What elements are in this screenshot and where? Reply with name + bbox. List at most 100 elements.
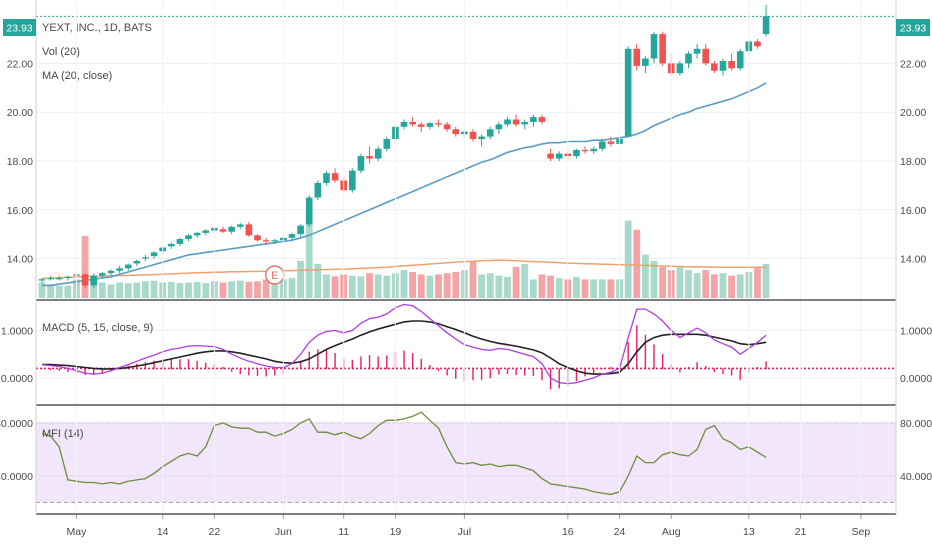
candle xyxy=(357,153,365,174)
volume-bar xyxy=(271,280,279,298)
candle xyxy=(452,126,460,137)
candle xyxy=(495,121,503,135)
candle-body xyxy=(236,224,244,227)
volume-bar xyxy=(409,271,417,298)
svg-text:23.93: 23.93 xyxy=(6,23,32,35)
volume-bar xyxy=(142,281,149,298)
candle xyxy=(55,275,63,281)
moving-average-line xyxy=(42,82,767,287)
candle-body xyxy=(357,156,365,171)
candle xyxy=(659,31,666,66)
candle-body xyxy=(754,41,761,47)
candle-body xyxy=(176,239,184,244)
candle-body xyxy=(99,273,106,276)
volume-bar xyxy=(693,273,701,298)
volume-bar xyxy=(150,280,158,298)
price-y-axis: 14.00 14.00 16.00 16.00 18.00 18.00 20.00 20.00… xyxy=(7,58,927,265)
macd-grid xyxy=(36,329,896,379)
volume-bar xyxy=(374,274,382,298)
volume-bar xyxy=(435,274,442,298)
candle-body xyxy=(150,252,158,257)
candle-body xyxy=(607,141,615,144)
volume-bar xyxy=(305,220,313,298)
candle xyxy=(47,275,54,281)
candle xyxy=(400,119,408,130)
x-tick-label: Jun xyxy=(275,526,292,538)
volume-bar xyxy=(581,279,589,298)
volume-bar xyxy=(98,282,106,298)
volume-bar xyxy=(81,236,89,298)
chart-title: YEXT, INC., 1D, BATS xyxy=(42,22,152,34)
x-tick-label: 24 xyxy=(614,526,626,538)
volume-bar xyxy=(633,229,641,298)
mfi-tick-label-right: 80.0000 xyxy=(900,418,932,430)
candle xyxy=(107,269,115,276)
event-marker[interactable]: E xyxy=(265,265,285,285)
candle-body xyxy=(262,240,270,242)
volume-bar xyxy=(685,270,692,298)
candle xyxy=(193,231,201,238)
candle-body xyxy=(107,270,115,274)
candle xyxy=(271,239,279,244)
candle xyxy=(702,43,710,66)
candle-body xyxy=(323,173,330,183)
candle xyxy=(478,134,485,147)
volume-bar xyxy=(417,274,425,298)
candle-body xyxy=(366,156,373,159)
candle-body xyxy=(452,129,460,135)
candle-body xyxy=(202,230,210,233)
price-tick-label-right: 18.00 xyxy=(900,156,926,168)
candle-body xyxy=(504,119,511,125)
volume-bar xyxy=(555,278,563,298)
candle-body xyxy=(245,224,253,236)
volume-bar xyxy=(288,278,296,298)
candle xyxy=(547,148,554,161)
candle-body xyxy=(55,278,63,280)
price-tick-label-left: 14.00 xyxy=(7,254,33,266)
price-tick-label-left: 20.00 xyxy=(7,107,33,119)
price-tick-label-left: 16.00 xyxy=(7,205,33,217)
mfi-tick-label-left: 80.0000 xyxy=(0,418,33,430)
volume-bar xyxy=(55,285,63,298)
candle xyxy=(504,117,511,127)
volume-bar xyxy=(219,282,227,298)
x-tick-label: 19 xyxy=(390,526,402,538)
panel-frame xyxy=(35,0,897,515)
mfi-y-axis: 40.0000 40.0000 80.0000 80.0000 xyxy=(0,418,932,483)
volume-bar xyxy=(736,274,744,298)
x-tick-label: 13 xyxy=(743,526,755,538)
candle xyxy=(728,53,735,71)
earnings-marker-label: E xyxy=(271,270,278,282)
candle-body xyxy=(435,123,442,125)
candle xyxy=(581,146,589,154)
candle-body xyxy=(495,124,503,130)
candle xyxy=(366,146,373,164)
volume-bar xyxy=(297,260,304,298)
volume-bar xyxy=(762,263,770,298)
candle xyxy=(521,119,529,130)
volume-bar xyxy=(176,283,184,298)
price-tick-label-left: 18.00 xyxy=(7,156,33,168)
volume-bar xyxy=(47,284,55,298)
candle xyxy=(590,146,597,154)
candle-body xyxy=(228,226,235,232)
candle-body xyxy=(168,243,175,247)
candle-body xyxy=(271,240,279,242)
candle-body xyxy=(685,53,692,64)
candle-body xyxy=(193,232,201,236)
macd-panel: 0.0000 0.0000 1.0000 1.0000 MACD (5, 15, cl… xyxy=(1,303,932,390)
candle-body xyxy=(469,131,477,140)
candle-body xyxy=(521,121,529,125)
candle-body xyxy=(624,48,632,137)
volume-bar xyxy=(443,273,451,298)
volume-bar xyxy=(357,276,365,298)
candle xyxy=(133,259,141,266)
candle xyxy=(650,31,658,64)
candle-body xyxy=(530,117,537,122)
candle xyxy=(176,237,184,247)
x-tick-label: Jul xyxy=(458,526,471,538)
candle xyxy=(719,58,727,76)
x-tick-label: 16 xyxy=(562,526,574,538)
candle-body xyxy=(573,150,580,157)
candle-body xyxy=(693,48,701,54)
